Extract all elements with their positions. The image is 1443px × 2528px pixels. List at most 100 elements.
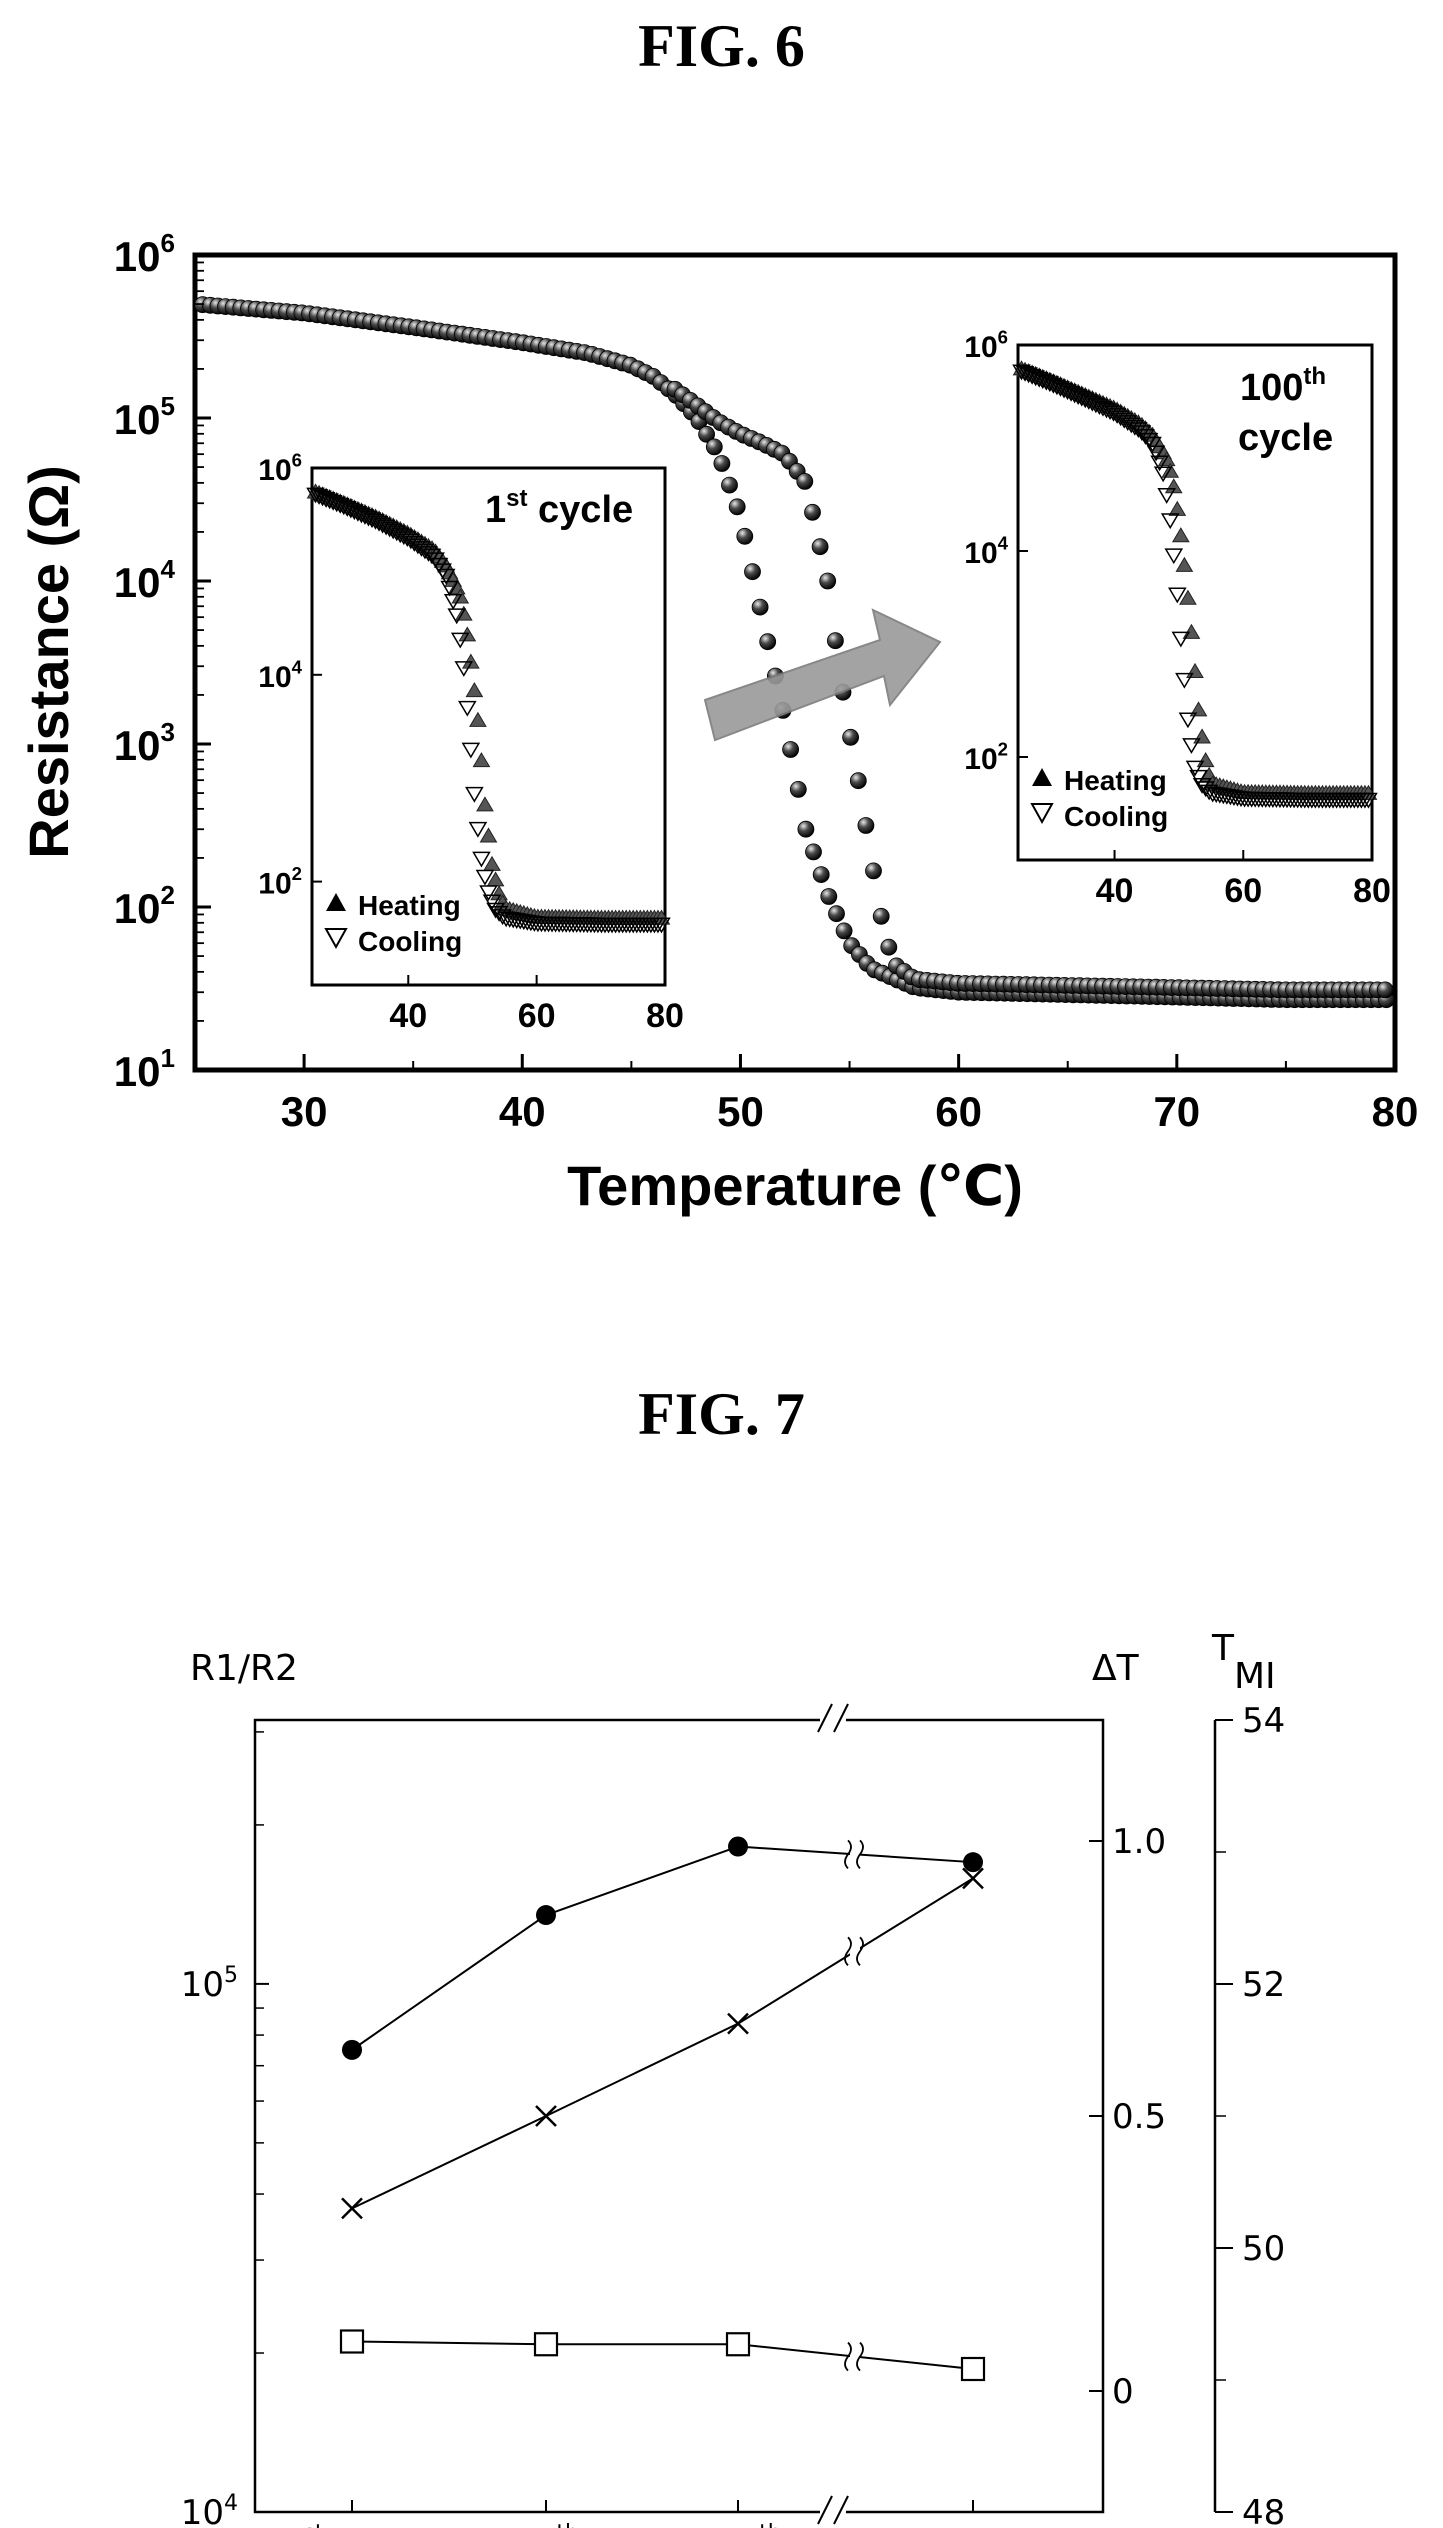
fig6-y-tick-label-base: 10 bbox=[114, 396, 161, 443]
legend-heating-label: Heating bbox=[358, 890, 461, 921]
inset-cooling-point bbox=[1150, 455, 1169, 472]
fig6-y-tick-label-base: 10 bbox=[114, 885, 161, 932]
inset-cooling-point bbox=[1167, 587, 1187, 604]
inset-cooling-point bbox=[1160, 513, 1180, 530]
fig7-dt-tick-label: 1.0 bbox=[1112, 1822, 1166, 1862]
inset1-label-num: 1 bbox=[485, 489, 506, 531]
fig6-point bbox=[880, 938, 898, 956]
inset-y-tick-label-base: 10 bbox=[964, 537, 997, 570]
fig6-point bbox=[713, 455, 731, 472]
inset-cooling-point bbox=[1153, 466, 1173, 483]
legend-heating-marker bbox=[1032, 768, 1052, 786]
fig7-point-circle bbox=[963, 1852, 983, 1873]
inset-y-tick-label-exp: 2 bbox=[292, 863, 302, 884]
inset-cooling-point bbox=[1171, 631, 1191, 648]
fig6-point bbox=[811, 538, 829, 556]
fig7-tmi-tick-label: 48 bbox=[1242, 2493, 1285, 2528]
fig6-y-tick-label: 106 bbox=[114, 228, 175, 280]
fig7-x-label-main: 1 bbox=[282, 2523, 304, 2528]
fig6-y-tick-label: 105 bbox=[114, 391, 175, 443]
inset-cooling-point bbox=[443, 594, 463, 610]
fig6-point bbox=[736, 527, 754, 545]
inset-y-tick-label: 106 bbox=[964, 327, 1008, 365]
fig7-point-x bbox=[962, 1867, 984, 1890]
fig7-point-circle bbox=[536, 1905, 556, 1926]
fig6-point bbox=[751, 598, 769, 616]
inset-cooling-point bbox=[1146, 445, 1166, 462]
inset-cooling-point bbox=[468, 821, 488, 838]
fig6-point bbox=[782, 741, 799, 758]
inset-x-tick-label: 40 bbox=[389, 997, 427, 1035]
inset-y-tick-label-base: 10 bbox=[964, 743, 997, 776]
fig7-left-tick-base: 10 bbox=[181, 1965, 224, 2005]
legend-cooling-label: Cooling bbox=[1064, 801, 1168, 832]
inset-y-tick-label-exp: 6 bbox=[998, 327, 1008, 348]
inset-cooling-point bbox=[461, 742, 481, 759]
inset-y-tick-label-base: 10 bbox=[258, 868, 291, 901]
fig6-y-tick-label: 104 bbox=[114, 554, 176, 606]
fig7-x-label-main: 5 years bbox=[910, 2523, 1036, 2528]
inset-y-tick-label: 102 bbox=[258, 863, 302, 901]
inset-cooling-point bbox=[1164, 548, 1184, 565]
fig7-title: FIG. 7 bbox=[638, 1381, 805, 1447]
fig6-y-axis-label: Resistance (Ω) bbox=[17, 465, 80, 858]
fig7-series-line bbox=[351, 1914, 547, 2051]
fig7-point-square bbox=[725, 2332, 751, 2357]
inset-heating-point bbox=[476, 796, 494, 812]
inset-y-tick-label-exp: 2 bbox=[998, 739, 1008, 760]
inset-cooling-point bbox=[1175, 672, 1194, 689]
inset-cooling-point bbox=[1185, 760, 1205, 777]
fig7-series-line bbox=[545, 1845, 739, 1917]
fig7-point-square bbox=[960, 2356, 986, 2382]
fig7-left-tick-exp: 4 bbox=[224, 2491, 238, 2516]
inset-cooling-point bbox=[475, 869, 495, 886]
inset-cooling-point bbox=[422, 548, 442, 565]
inset1-label-text: cycle bbox=[527, 489, 633, 531]
fig7-left-tick-label: 105 bbox=[181, 1963, 238, 2005]
inset2-label-num: 100 bbox=[1240, 367, 1303, 409]
fig6-point bbox=[849, 772, 867, 790]
fig6-trend-arrow bbox=[703, 608, 942, 742]
fig6-y-tick-label-exp: 4 bbox=[161, 554, 176, 584]
inset-cooling-point bbox=[489, 906, 509, 922]
fig7-series-line bbox=[351, 2340, 547, 2346]
fig6-point bbox=[796, 472, 814, 490]
fig7-series-line bbox=[545, 2022, 739, 2117]
inset2-cycle-label-line1: 100th bbox=[1240, 363, 1326, 409]
inset-cooling-point bbox=[1121, 417, 1141, 434]
fig7-x-label-post: cycle bbox=[324, 2523, 423, 2528]
fig6-plot-frame bbox=[192, 252, 1398, 1073]
inset-y-tick-label-base: 10 bbox=[258, 661, 291, 694]
fig7-tmi-label-sub: MI bbox=[1234, 1656, 1276, 1697]
fig7-series-break-mark bbox=[856, 1936, 864, 1966]
fig7-series-break-gap bbox=[850, 1838, 860, 1871]
fig6-point bbox=[698, 425, 715, 443]
legend-cooling-marker bbox=[324, 928, 348, 950]
fig7-point-x bbox=[727, 2012, 749, 2035]
inset-cooling-point bbox=[458, 700, 477, 717]
inset-x-tick-label: 60 bbox=[1224, 872, 1262, 910]
legend-cooling-label: Cooling bbox=[358, 926, 462, 957]
fig6-y-tick-label-exp: 2 bbox=[161, 880, 175, 910]
fig6-y-tick-label-exp: 5 bbox=[161, 391, 175, 421]
fig7-point-x bbox=[341, 2197, 363, 2220]
fig7-point-square bbox=[533, 2332, 559, 2357]
inset-cooling-point bbox=[482, 894, 502, 911]
fig7-point-circle bbox=[342, 2039, 362, 2060]
fig7-tmi-tick-label: 52 bbox=[1242, 1965, 1285, 2005]
fig6-y-tick-label-exp: 6 bbox=[161, 228, 175, 258]
fig6-title: FIG. 6 bbox=[638, 13, 805, 79]
inset-x-tick-label: 80 bbox=[1353, 872, 1391, 910]
inset-cooling-point bbox=[1136, 429, 1155, 445]
inset-cooling-point bbox=[1178, 712, 1198, 729]
fig7-axis-break-bottom bbox=[817, 2495, 849, 2525]
inset-x-tick-label: 60 bbox=[518, 997, 556, 1035]
fig6-y-tick-label-exp: 1 bbox=[161, 1043, 175, 1073]
inset-heating-point bbox=[1179, 589, 1197, 605]
fig7-series-break-gap bbox=[850, 1935, 860, 1968]
fig7-left-tick-exp: 5 bbox=[224, 1963, 238, 1988]
